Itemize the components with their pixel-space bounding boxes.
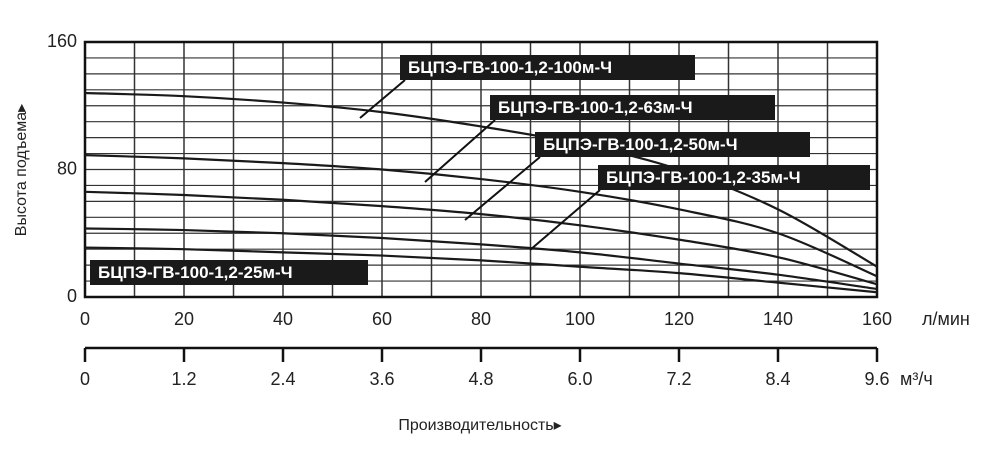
x-tick-label: 120: [664, 309, 694, 329]
series-label: БЦПЭ-ГВ-100-1,2-50м-Ч: [543, 135, 738, 154]
series-label: БЦПЭ-ГВ-100-1,2-63м-Ч: [498, 98, 693, 117]
x-tick-label: 140: [763, 309, 793, 329]
label-box: [490, 95, 775, 120]
y-tick-label: 160: [47, 31, 77, 51]
label-box: [535, 132, 810, 157]
y-tick-label: 80: [57, 158, 77, 178]
y-tick-label: 0: [67, 286, 77, 306]
curve: [84, 227, 878, 291]
x-tick-label: 80: [471, 309, 491, 329]
series-label: БЦПЭ-ГВ-100-1,2-25м-Ч: [98, 263, 293, 282]
curve: [84, 246, 878, 294]
plot-frame: [83, 40, 879, 299]
x2-tick-label: 2.4: [270, 369, 295, 389]
x2-tick-label: 4.8: [468, 369, 493, 389]
leader-line: [464, 156, 541, 221]
x2-tick-label: 6.0: [567, 369, 592, 389]
x2-unit: м³/ч: [900, 369, 933, 389]
x-tick-label: 160: [862, 309, 892, 329]
leader-line: [529, 189, 601, 251]
series-label: БЦПЭ-ГВ-100-1,2-100м-Ч: [408, 58, 612, 77]
x-tick-label: 60: [372, 309, 392, 329]
series-label: БЦПЭ-ГВ-100-1,2-35м-Ч: [606, 168, 801, 187]
x-tick-label: 40: [273, 309, 293, 329]
leader-line: [359, 79, 406, 119]
x-tick-label: 20: [174, 309, 194, 329]
x-tick-label: 0: [80, 309, 90, 329]
x2-tick-label: 0: [80, 369, 90, 389]
curve: [84, 154, 878, 278]
x2-tick-label: 1.2: [171, 369, 196, 389]
label-box: [400, 55, 695, 80]
leader-line: [424, 119, 496, 183]
y-axis-label: Высота подъема▸: [13, 104, 30, 236]
x-tick-label: 100: [565, 309, 595, 329]
label-box: [598, 165, 870, 190]
x2-tick-label: 8.4: [765, 369, 790, 389]
curve: [84, 190, 878, 286]
x-axis-label: Производительность▸: [398, 417, 561, 434]
x2-tick-label: 9.6: [864, 369, 889, 389]
x-unit: л/мин: [922, 309, 970, 329]
label-box: [90, 260, 368, 285]
x2-tick-label: 3.6: [369, 369, 394, 389]
x2-tick-label: 7.2: [666, 369, 691, 389]
